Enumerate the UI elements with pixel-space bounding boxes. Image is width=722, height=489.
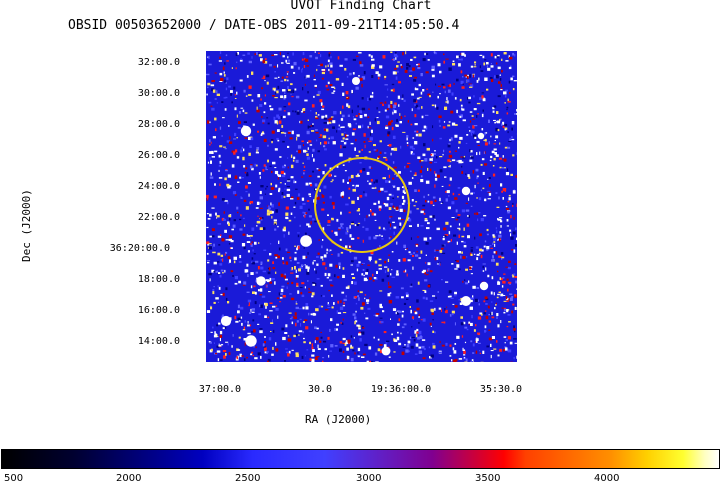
y-tick-label: 36:20:00.0	[109, 243, 170, 254]
sky-image	[206, 51, 517, 362]
x-tick-label: 30.0	[307, 384, 333, 395]
y-tick-label: 32:00.0	[137, 57, 180, 68]
y-tick-label: 30:00.0	[137, 88, 180, 99]
y-tick-label: 28:00.0	[137, 119, 180, 130]
y-tick-label: 14:00.0	[137, 336, 180, 347]
y-tick-label: 26:00.0	[137, 150, 180, 161]
y-tick-label: 16:00.0	[137, 305, 180, 316]
chart-title: UVOT Finding Chart	[290, 0, 432, 13]
source-region-circle	[314, 157, 410, 253]
colorbar-tick: 2000	[116, 473, 142, 484]
colorbar-tick: 3000	[356, 473, 382, 484]
colorbar-tick: 4000	[594, 473, 620, 484]
colorbar-tick: 2500	[235, 473, 261, 484]
y-axis-label: Dec (J2000)	[20, 189, 33, 262]
colorbar	[1, 449, 720, 469]
x-tick-label: 19:36:00.0	[370, 384, 432, 395]
y-tick-label: 24:00.0	[137, 181, 180, 192]
y-tick-label: 22:00.0	[137, 212, 180, 223]
x-tick-label: 35:30.0	[479, 384, 523, 395]
colorbar-tick: 3500	[475, 473, 501, 484]
x-axis-label: RA (J2000)	[305, 413, 372, 426]
x-tick-label: 37:00.0	[198, 384, 242, 395]
chart-subtitle: OBSID 00503652000 / DATE-OBS 2011-09-21T…	[68, 18, 460, 33]
y-tick-label: 18:00.0	[137, 274, 180, 285]
colorbar-tick: 500	[4, 473, 24, 484]
